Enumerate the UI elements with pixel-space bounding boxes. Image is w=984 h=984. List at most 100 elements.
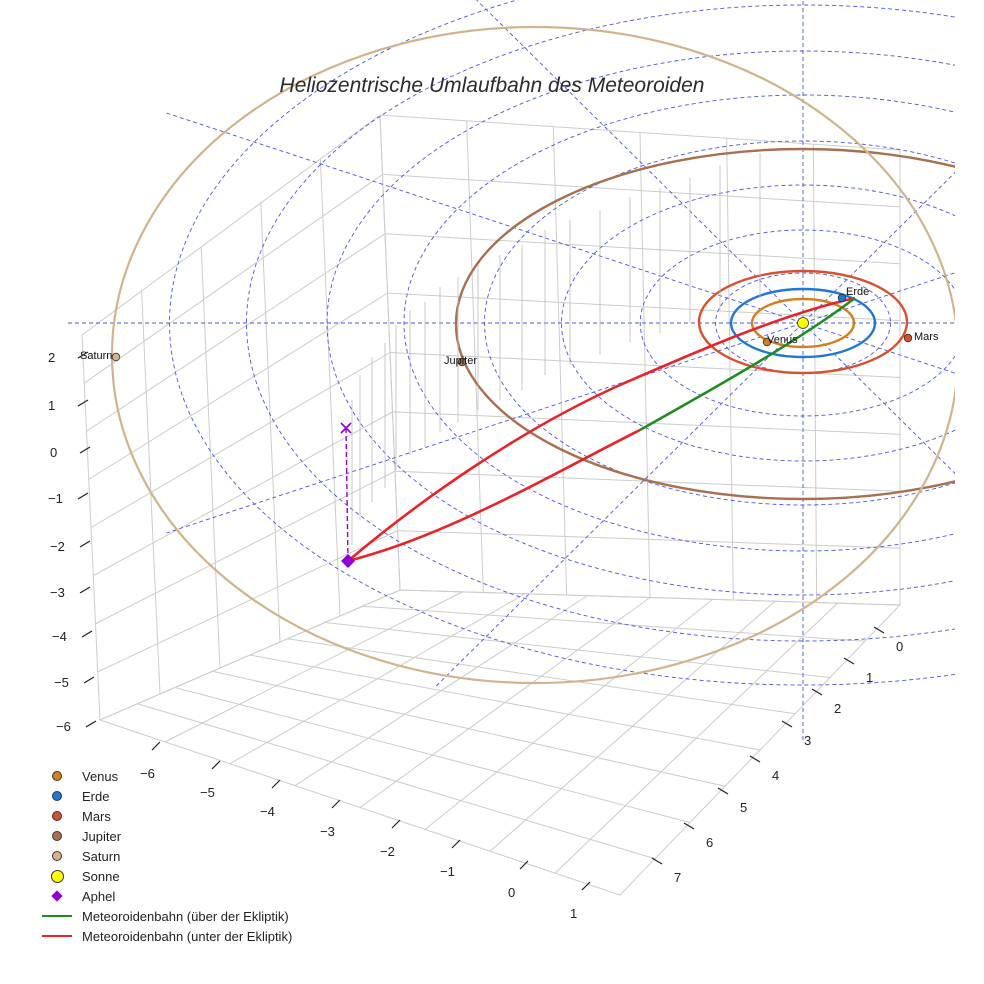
y-tick-label: 1: [866, 670, 873, 685]
legend-label: Venus: [82, 768, 119, 784]
legend-symbol: [40, 890, 74, 902]
legend-swatch: [52, 851, 62, 861]
y-tick-label: 0: [896, 639, 903, 654]
y-tick-label: 5: [740, 800, 747, 815]
floor-grid-line: [424, 598, 713, 830]
legend-swatch: [52, 791, 62, 801]
legend-item: Mars: [40, 806, 292, 826]
orbit-mars: [697, 269, 909, 375]
wall-grid-line: [552, 126, 568, 596]
legend-swatch: [42, 915, 72, 917]
planet-marker-venus: [762, 337, 772, 347]
y-tick-label: 4: [772, 768, 779, 783]
legend-label: Saturn: [82, 848, 121, 864]
planet-label-erde: Erde: [846, 286, 869, 298]
planet-markers: Venus Erde Mars Jupiter Saturn: [80, 286, 939, 367]
legend-swatch: [52, 811, 62, 821]
legend-label: Mars: [82, 808, 111, 824]
legend-symbol: [40, 935, 74, 937]
legend-item: Saturn: [40, 846, 292, 866]
legend-symbol: [40, 831, 74, 841]
wall-grid-line: [95, 470, 396, 625]
x-tick-mark: [211, 760, 221, 770]
planet-marker-erde: [837, 293, 847, 303]
planet-marker-mars: [903, 333, 913, 343]
x-tick-mark: [391, 819, 401, 829]
legend-swatch: [52, 831, 62, 841]
wall-grid-line: [83, 173, 383, 384]
chart-title: Heliozentrische Umlaufbahn des Meteoroid…: [279, 74, 705, 97]
legend-symbol: [40, 915, 74, 917]
z-tick-mark: [79, 446, 91, 454]
floor-grid-line: [489, 600, 776, 852]
legend-item: Jupiter: [40, 826, 292, 846]
z-tick-label: −1: [48, 491, 63, 506]
legend-label: Erde: [82, 788, 110, 804]
wall-grid-line: [86, 233, 386, 432]
legend-label: Jupiter: [82, 828, 122, 844]
planet-marker-jupiter: [457, 357, 467, 367]
z-tick-label: −6: [56, 719, 71, 734]
wall-grid-line: [88, 292, 388, 480]
z-tick-mark: [77, 492, 89, 500]
legend-item: Meteoroidenbahn (unter der Ekliptik): [40, 926, 292, 946]
z-tick-label: 1: [48, 398, 55, 413]
y-tick-label: 3: [804, 733, 811, 748]
legend-item: Venus: [40, 766, 292, 786]
z-tick-mark: [79, 540, 91, 548]
x-tick-mark: [581, 881, 591, 891]
legend-symbol: [40, 771, 74, 781]
sun-marker: [797, 317, 809, 329]
x-tick-label: −3: [320, 824, 335, 839]
z-tick-mark: [83, 676, 95, 684]
legend-item: Erde: [40, 786, 292, 806]
ecliptic-spoke: [435, 171, 955, 688]
floor-grid-line: [554, 602, 838, 874]
x-tick-mark: [271, 779, 281, 789]
meteoroid-trajectory: [340, 296, 856, 568]
planet-label-jupiter: Jupiter: [444, 355, 477, 367]
wall-grid-line: [97, 530, 398, 673]
floor-outline: [98, 589, 902, 896]
x-tick-mark: [151, 741, 161, 751]
y-tick-mark: [717, 787, 729, 795]
legend-label: Sonne: [82, 868, 120, 884]
y-tick-mark: [749, 755, 761, 763]
x-tick-label: −1: [440, 864, 455, 879]
trajectory-below-upper: [347, 296, 856, 562]
aphel-drop-line: [345, 427, 349, 562]
x-tick-label: −6: [140, 766, 155, 781]
floor-grid-line: [359, 597, 651, 808]
floor-grid-line: [287, 638, 796, 715]
legend-label: Meteoroidenbahn (über der Ekliptik): [82, 908, 289, 924]
orbit-erde: [729, 287, 877, 359]
z-tick-label: 0: [50, 445, 57, 460]
legend-swatch: [50, 869, 64, 883]
legend-swatch: [52, 771, 62, 781]
z-tick-label: −5: [54, 675, 69, 690]
x-tick-label: −4: [260, 804, 275, 819]
y-tick-label: 7: [674, 870, 681, 885]
y-tick-mark: [651, 857, 663, 865]
z-tick-mark: [79, 586, 91, 594]
y-tick-label: 2: [834, 701, 841, 716]
x-tick-label: 1: [570, 906, 577, 921]
z-tick-mark: [77, 399, 89, 407]
orbit-venus: [750, 297, 856, 349]
x-tick-label: −5: [200, 785, 215, 800]
aphel-marker: [341, 554, 355, 568]
legend-swatch: [42, 935, 72, 937]
y-tick-label: 6: [706, 835, 713, 850]
z-tick-label: −3: [50, 585, 65, 600]
planet-orbits: [111, 25, 955, 685]
legend-label: Meteoroidenbahn (unter der Ekliptik): [82, 928, 293, 944]
x-tick-mark: [519, 860, 529, 870]
ecliptic-grid: [68, 0, 955, 743]
legend-label: Aphel: [82, 888, 116, 904]
x-tick-mark: [331, 799, 341, 809]
axis-ticks: 2 1 0 −1 −2 −3 −4 −5 −6 −6 −5 −4 −3 −2 −1 0 1 0 1 2 3 4 5 6 7: [48, 350, 903, 921]
wall-grid-line: [466, 120, 484, 593]
z-tick-label: −2: [50, 539, 65, 554]
legend-item: Aphel: [40, 886, 292, 906]
